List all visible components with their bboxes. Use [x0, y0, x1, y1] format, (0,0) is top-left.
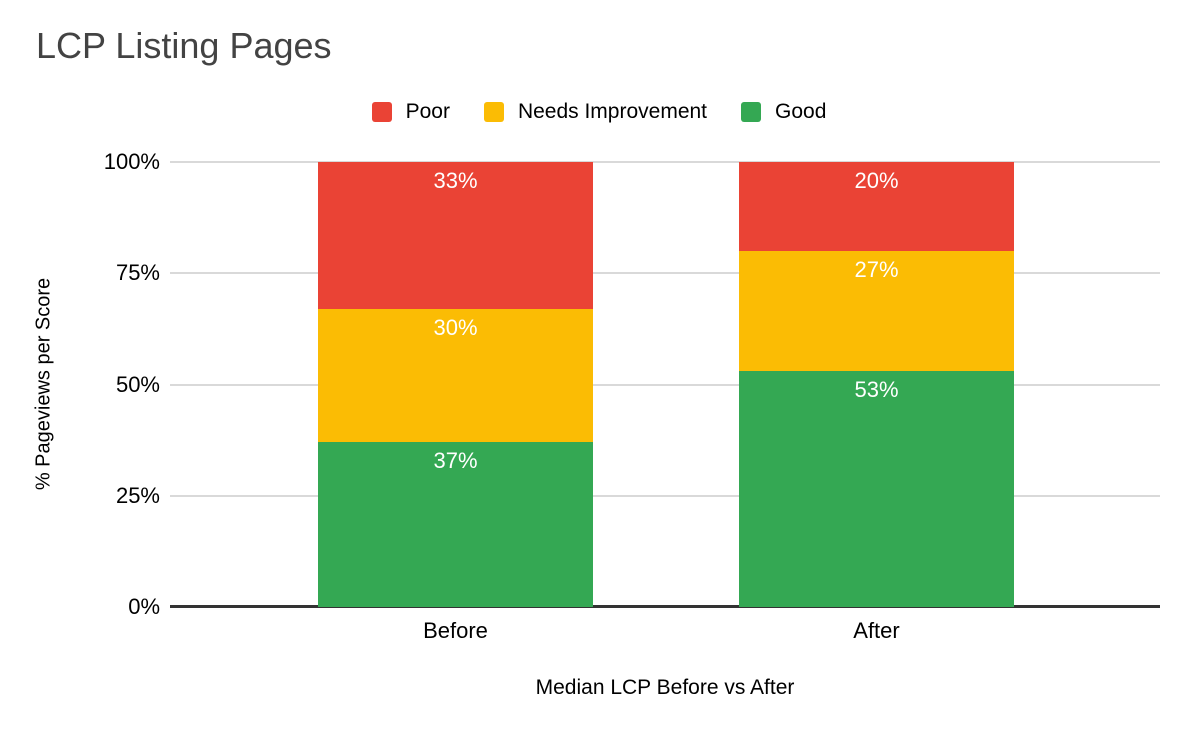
x-axis-category-labels: Before After	[170, 618, 1160, 648]
legend-item-needs-improvement: Needs Improvement	[483, 100, 708, 124]
value-label-good-after: 53%	[854, 377, 899, 403]
plot-area: 33% 30% 37% 20% 27% 53%	[170, 161, 1160, 608]
y-tick-label-50-: 50%	[115, 371, 160, 397]
gridline-50-	[170, 383, 1160, 386]
value-label-poor-before: 33%	[433, 168, 478, 193]
gridline-75-	[170, 272, 1160, 275]
legend-item-good: Good	[741, 100, 826, 124]
gridline-100-	[170, 161, 1160, 163]
legend-swatch-good	[741, 102, 762, 122]
bar-segment-poor-before: 33%	[318, 162, 593, 309]
y-tick-label-100-: 100%	[103, 149, 160, 174]
y-tick-label-25-: 25%	[115, 482, 160, 508]
bar-segment-good-after: 53%	[739, 371, 1014, 607]
value-label-needs-improvement-before: 30%	[433, 314, 478, 340]
legend-label-good: Good	[775, 100, 827, 123]
x-category-label-after: After	[853, 618, 900, 643]
legend-swatch-poor	[371, 102, 392, 122]
x-axis-baseline	[170, 605, 1160, 608]
y-tick-label-75-: 75%	[115, 260, 160, 286]
x-category-label-before: Before	[423, 618, 488, 643]
legend: Poor Needs Improvement Good	[0, 100, 1198, 124]
bar-segment-poor-after: 20%	[739, 162, 1014, 251]
legend-swatch-needs-improvement	[483, 102, 504, 122]
y-tick-label-0-: 0%	[128, 594, 160, 619]
y-axis-tick-labels: 0% 25% 50% 75% 100%	[0, 149, 160, 619]
bar-segment-needs-improvement-before: 30%	[318, 308, 593, 443]
value-label-poor-after: 20%	[854, 168, 899, 193]
legend-label-poor: Poor	[405, 100, 450, 123]
gridline-25-	[170, 494, 1160, 497]
stacked-bar-after: 20% 27% 53%	[739, 162, 1014, 607]
chart-title: LCP Listing Pages	[36, 25, 332, 66]
legend-item-poor: Poor	[371, 100, 450, 124]
value-label-needs-improvement-after: 27%	[854, 257, 899, 282]
bar-segment-good-before: 37%	[318, 442, 593, 607]
stacked-bar-before: 33% 30% 37%	[318, 162, 593, 607]
x-axis-title: Median LCP Before vs After	[535, 676, 795, 699]
legend-label-needs-improvement: Needs Improvement	[517, 100, 708, 123]
bar-segment-needs-improvement-after: 27%	[739, 251, 1014, 372]
value-label-good-before: 37%	[433, 448, 478, 474]
